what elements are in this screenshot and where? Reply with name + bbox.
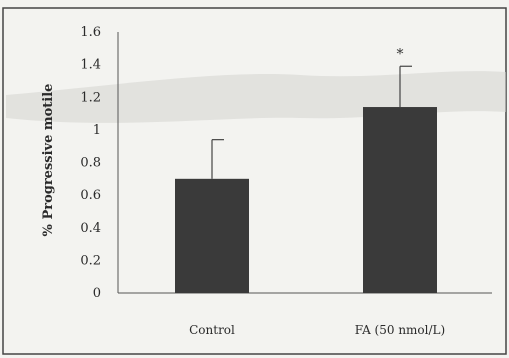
bars: [175, 107, 437, 293]
y-tick-label: 0.8: [80, 156, 101, 171]
significance-markers: *: [397, 46, 404, 62]
x-tick-label: Control: [189, 323, 235, 337]
y-tick-labels: 0 0.2 0.4 0.6 0.8 1 1.2 1.4 1.6: [80, 25, 101, 301]
chart-frame: [2, 7, 507, 355]
y-tick-label: 1.4: [80, 58, 101, 73]
bar: [363, 107, 437, 293]
y-tick-label: 1.6: [80, 25, 101, 40]
y-tick-label: 0: [93, 286, 101, 301]
x-tick-label: FA (50 nmol/L): [355, 323, 445, 337]
y-tick-label: 1.2: [80, 90, 101, 105]
significance-marker: *: [397, 46, 404, 62]
x-tick-labels: Control FA (50 nmol/L): [189, 323, 445, 337]
error-bars: [211, 65, 412, 179]
y-tick-label: 0.4: [80, 221, 101, 236]
y-tick-label: 0.2: [80, 253, 101, 268]
y-tick-label: 0.6: [80, 188, 101, 203]
bar: [175, 178, 249, 293]
y-axis-label: % Progressive motile: [41, 84, 56, 237]
y-tick-label: 1: [93, 123, 101, 138]
